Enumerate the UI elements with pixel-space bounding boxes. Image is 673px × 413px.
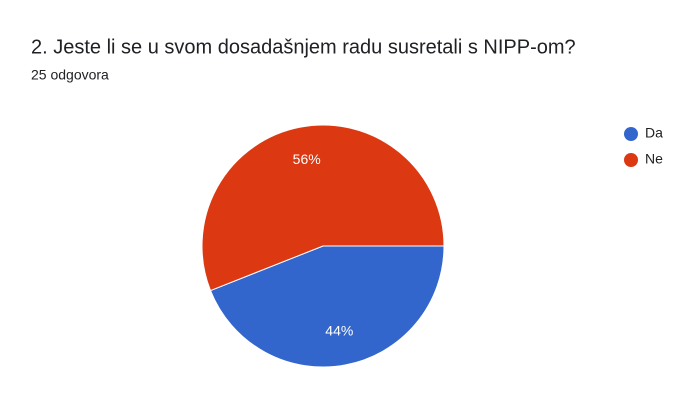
- chart-title: 2. Jeste li se u svom dosadašnjem radu s…: [31, 36, 576, 58]
- legend-marker: [624, 153, 638, 167]
- slice-label: 56%: [293, 151, 321, 167]
- pie-slice: [209, 245, 445, 368]
- legend-marker: [624, 127, 638, 141]
- legend-label: Ne: [645, 151, 663, 167]
- legend-label: Da: [645, 125, 663, 141]
- chart-subtitle: 25 odgovora: [31, 67, 109, 83]
- pie-slice: [201, 124, 445, 292]
- slice-label: 44%: [325, 322, 353, 338]
